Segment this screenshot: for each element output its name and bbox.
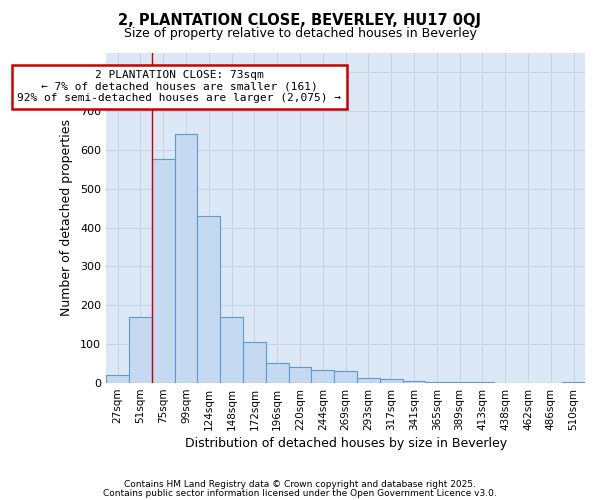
Y-axis label: Number of detached properties: Number of detached properties bbox=[60, 120, 73, 316]
Text: 2, PLANTATION CLOSE, BEVERLEY, HU17 0QJ: 2, PLANTATION CLOSE, BEVERLEY, HU17 0QJ bbox=[119, 12, 482, 28]
Bar bbox=[106, 376, 129, 383]
Bar bbox=[175, 134, 197, 383]
Bar bbox=[380, 379, 403, 383]
Bar bbox=[220, 317, 243, 383]
Text: Contains HM Land Registry data © Crown copyright and database right 2025.: Contains HM Land Registry data © Crown c… bbox=[124, 480, 476, 489]
Text: Size of property relative to detached houses in Beverley: Size of property relative to detached ho… bbox=[124, 28, 476, 40]
Bar bbox=[448, 382, 471, 383]
Text: Contains public sector information licensed under the Open Government Licence v3: Contains public sector information licen… bbox=[103, 490, 497, 498]
X-axis label: Distribution of detached houses by size in Beverley: Distribution of detached houses by size … bbox=[185, 437, 506, 450]
Bar bbox=[152, 160, 175, 383]
Bar bbox=[311, 370, 334, 383]
Bar bbox=[425, 382, 448, 383]
Text: 2 PLANTATION CLOSE: 73sqm
← 7% of detached houses are smaller (161)
92% of semi-: 2 PLANTATION CLOSE: 73sqm ← 7% of detach… bbox=[17, 70, 341, 103]
Bar bbox=[243, 342, 266, 383]
Bar bbox=[357, 378, 380, 383]
Bar bbox=[403, 381, 425, 383]
Bar bbox=[197, 216, 220, 383]
Bar bbox=[129, 317, 152, 383]
Bar bbox=[471, 382, 494, 383]
Bar bbox=[266, 363, 289, 383]
Bar bbox=[289, 366, 311, 383]
Bar bbox=[562, 382, 585, 383]
Bar bbox=[334, 372, 357, 383]
